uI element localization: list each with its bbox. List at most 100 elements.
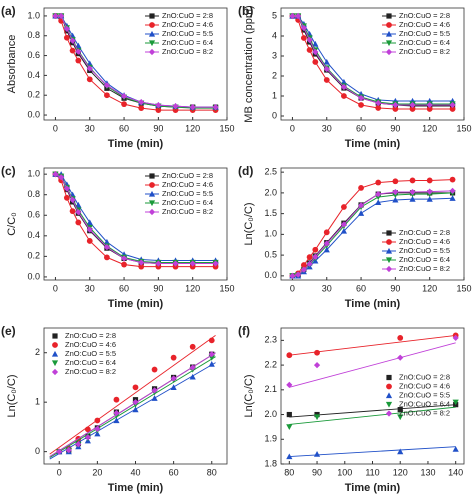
x-tick-label: 140 — [448, 467, 463, 477]
panel-label: (e) — [1, 324, 16, 338]
legend-label: ZnO:CuO = 2:8 — [399, 11, 450, 20]
marker — [189, 373, 196, 380]
legend-label: ZnO:CuO = 8:2 — [399, 47, 450, 56]
marker — [103, 82, 111, 89]
marker — [409, 106, 416, 112]
marker — [172, 260, 179, 267]
panel: (c) Time (min) C/C₀ 0 30 60 90 120 150 0.0 0.2 0.4 0… — [1, 164, 235, 310]
x-axis-label: Time (min) — [345, 138, 401, 150]
x-tick-label: 60 — [356, 283, 366, 293]
panel-label: (f) — [238, 324, 250, 338]
marker — [312, 40, 319, 47]
marker — [449, 101, 456, 109]
marker — [409, 188, 416, 196]
marker — [138, 259, 145, 266]
legend-label: ZnO:CuO = 2:8 — [162, 11, 213, 20]
panel: (d) Time (min) Ln(C₀/C) 0 30 60 90 120 150 0.0 0.5… — [238, 164, 472, 310]
marker — [449, 106, 456, 112]
marker — [323, 240, 330, 247]
y-tick-label: 2.2 — [264, 359, 277, 369]
legend-marker — [149, 182, 155, 188]
y-tick-label: 1.0 — [27, 10, 40, 20]
x-tick-label: 0 — [57, 467, 62, 477]
legend-marker — [385, 48, 393, 56]
x-tick-label: 30 — [322, 123, 332, 133]
y-tick-label: 0.8 — [27, 30, 40, 40]
marker — [449, 187, 456, 194]
y-tick-label: 0.0 — [27, 109, 40, 119]
legend-label: ZnO:CuO = 4:6 — [162, 20, 213, 29]
x-tick-label: 60 — [119, 283, 129, 293]
marker — [312, 59, 319, 65]
marker — [409, 177, 416, 184]
legend-label: ZnO:CuO = 2:8 — [399, 372, 450, 381]
legend-marker — [51, 350, 59, 357]
marker — [86, 219, 93, 226]
fit-line — [49, 362, 216, 460]
legend-marker — [149, 22, 155, 28]
x-tick-label: 110 — [365, 467, 379, 477]
marker — [286, 411, 292, 418]
y-tick-label: 2.3 — [264, 335, 277, 345]
panel-label: (d) — [238, 164, 253, 178]
marker — [208, 361, 215, 367]
marker — [323, 229, 330, 236]
marker — [452, 446, 459, 452]
y-tick-label: 2.5 — [264, 167, 277, 177]
x-axis-label: Time (min) — [108, 482, 164, 494]
legend-label: ZnO:CuO = 6:4 — [399, 399, 450, 408]
x-tick-label: 120 — [185, 123, 200, 133]
marker — [104, 254, 110, 261]
marker — [357, 210, 365, 216]
y-tick-label: 0.6 — [27, 210, 40, 220]
marker — [426, 177, 433, 184]
x-tick-label: 30 — [85, 123, 95, 133]
x-axis-label: Time (min) — [345, 482, 401, 494]
x-tick-label: 100 — [337, 467, 352, 477]
legend-label: ZnO:CuO = 8:2 — [162, 207, 213, 216]
marker — [392, 178, 399, 185]
marker — [63, 34, 70, 41]
legend-marker — [385, 392, 393, 399]
marker — [189, 343, 196, 350]
marker — [313, 361, 321, 369]
marker — [392, 196, 399, 203]
x-tick-label: 90 — [390, 283, 400, 293]
marker — [86, 238, 93, 244]
marker — [286, 352, 293, 359]
marker — [313, 414, 321, 421]
panel-label: (c) — [1, 164, 16, 178]
y-tick-label: 1.9 — [264, 434, 277, 444]
y-tick-label: 1.0 — [27, 169, 40, 179]
marker — [357, 202, 365, 209]
marker — [375, 191, 382, 198]
marker — [358, 185, 364, 191]
legend-marker — [148, 30, 156, 37]
marker — [58, 12, 65, 20]
x-tick-label: 30 — [85, 283, 95, 293]
panel: (f) Time (min) Ln(C₀/C) 80 90 100 110 120 130 140… — [238, 324, 465, 494]
y-tick-label: 0.0 — [264, 270, 277, 280]
marker — [313, 451, 321, 457]
marker — [397, 448, 404, 455]
marker — [69, 37, 76, 44]
y-axis-label: MB concentration (ppm) — [243, 5, 255, 122]
fit-line — [49, 352, 216, 457]
x-tick-label: 30 — [322, 283, 332, 293]
y-tick-label: 2.0 — [264, 187, 277, 197]
y-tick-label: 1.5 — [264, 208, 277, 218]
marker — [212, 260, 219, 267]
y-tick-label: 0.8 — [27, 189, 40, 199]
marker — [306, 36, 313, 44]
marker — [121, 101, 127, 108]
marker — [323, 58, 330, 65]
marker — [340, 78, 348, 85]
legend-label: ZnO:CuO = 5:5 — [162, 29, 213, 38]
marker — [132, 399, 139, 406]
fit-line — [49, 356, 216, 458]
marker — [392, 101, 399, 109]
x-tick-label: 60 — [169, 467, 179, 477]
marker — [69, 47, 76, 54]
marker — [170, 354, 177, 361]
